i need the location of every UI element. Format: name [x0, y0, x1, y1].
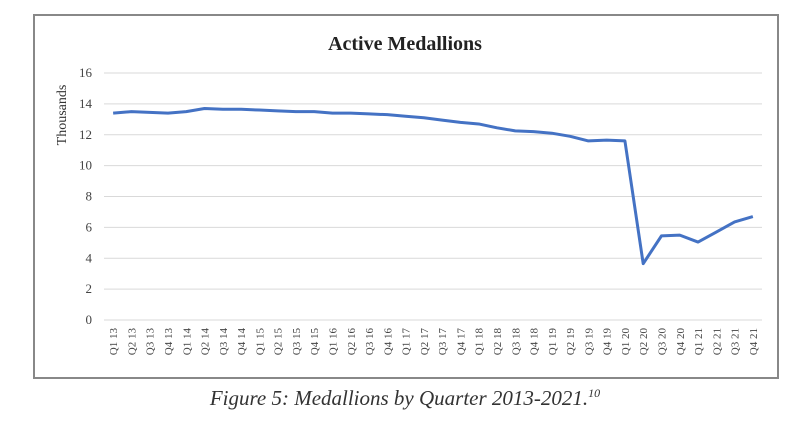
x-tick-label: Q4 19	[602, 328, 614, 356]
y-tick-label: 16	[79, 65, 93, 80]
x-tick-label: Q2 13	[126, 328, 138, 356]
x-tick-label: Q3 16	[364, 328, 376, 356]
chart: Active Medallions Thousands 0 2 4 6 8 10 12 14 1…	[33, 14, 779, 379]
x-tick-label: Q1 14	[181, 328, 193, 356]
x-tick-label: Q3 13	[145, 328, 157, 356]
x-tick-label: Q2 19	[565, 328, 577, 356]
y-tick-label: 0	[86, 312, 93, 327]
x-tick-label: Q1 13	[108, 328, 120, 356]
y-tick-label: 2	[86, 281, 93, 296]
x-tick-label: Q1 16	[327, 328, 339, 356]
x-tick-label: Q4 13	[163, 328, 175, 356]
x-tick-label: Q4 16	[382, 328, 394, 356]
x-tick-label: Q4 15	[309, 328, 321, 356]
y-tick-label: 12	[79, 127, 92, 142]
x-tick-label: Q4 14	[236, 328, 248, 356]
x-tick-label: Q2 15	[273, 328, 285, 356]
y-axis-label: Thousands	[55, 85, 70, 146]
y-tick-label: 4	[86, 250, 93, 265]
x-tick-label: Q2 16	[346, 328, 358, 356]
x-tick-label: Q4 17	[455, 328, 467, 356]
x-tick-label: Q3 18	[510, 328, 522, 356]
y-tick-label: 8	[86, 189, 93, 204]
x-tick-label: Q2 17	[419, 328, 431, 356]
x-tick-label: Q1 19	[547, 328, 559, 356]
y-tick-label: 14	[79, 96, 93, 111]
x-tick-label: Q3 21	[730, 328, 742, 355]
x-tick-label: Q3 20	[656, 328, 668, 356]
x-tick-label: Q3 19	[583, 328, 595, 356]
x-tick-label: Q2 20	[638, 328, 650, 356]
x-tick-label: Q1 20	[620, 328, 632, 356]
x-tick-label: Q3 15	[291, 328, 303, 356]
x-tick-label: Q3 17	[437, 328, 449, 356]
y-tick-label: 10	[79, 158, 92, 173]
x-tick-label: Q1 15	[254, 328, 266, 356]
x-tick-label: Q3 14	[218, 328, 230, 356]
x-tick-label: Q2 21	[711, 328, 723, 355]
caption-note: 10	[588, 386, 601, 400]
x-tick-label: Q1 18	[474, 328, 486, 356]
x-tick-label: Q4 18	[529, 328, 541, 356]
x-tick-label: Q1 21	[693, 328, 705, 355]
x-tick-label: Q4 20	[675, 328, 687, 356]
series-line	[113, 107, 754, 266]
x-tick-label: Q2 14	[200, 328, 212, 356]
caption: Figure 5: Medallions by Quarter 2013-202…	[0, 386, 810, 411]
y-tick-label: 6	[86, 219, 93, 234]
x-tick-label: Q4 21	[748, 328, 760, 355]
x-tick-label: Q2 18	[492, 328, 504, 356]
caption-text: Figure 5: Medallions by Quarter 2013-202…	[209, 386, 589, 410]
x-tick-label: Q1 17	[401, 328, 413, 356]
chart-title: Active Medallions	[328, 33, 482, 55]
